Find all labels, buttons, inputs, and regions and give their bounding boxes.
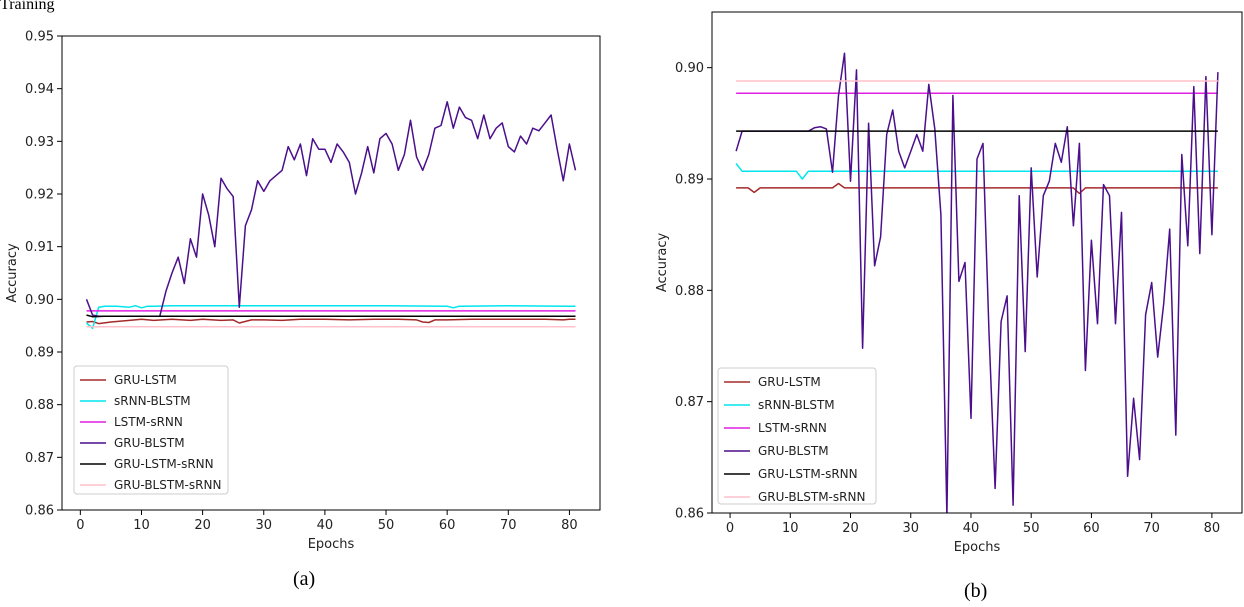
chart-b-xtick-label: 60 xyxy=(1083,521,1100,536)
chart-b-frame xyxy=(711,11,1243,514)
chart-b: 0 10 20 30 40 50 60 70 80 0.86 0.87 0.88 0.89 0.90 Epo… xyxy=(655,11,1243,555)
chart-a-ytick-label: 0.86 xyxy=(25,504,54,519)
chart-b-xtick-label: 10 xyxy=(782,521,799,536)
chart-b-xtick-label: 30 xyxy=(902,521,919,536)
chart-a-xtick-label: 60 xyxy=(439,518,456,533)
chart-b-ytick-label: 0.88 xyxy=(675,284,704,299)
chart-a-legend: GRU-LSTM sRNN-BLSTM LSTM-sRNN GRU-BLSTM GRU-… xyxy=(73,365,229,495)
chart-a-xtick-label: 70 xyxy=(500,518,517,533)
chart-b-xtick-label: 20 xyxy=(842,521,859,536)
chart-b-legend-label: GRU-BLSTM xyxy=(758,444,829,458)
chart-a-series-gru-blstm xyxy=(85,101,577,317)
chart-b-xtick-label: 80 xyxy=(1204,521,1221,536)
chart-b-xtick-label: 40 xyxy=(963,521,980,536)
chart-b-ytick-label: 0.89 xyxy=(675,173,704,188)
chart-a-series-srnn-blstm xyxy=(86,304,576,330)
chart-b-series-srnn-blstm xyxy=(735,162,1218,180)
chart-b-legend-label: sRNN-BLSTM xyxy=(758,398,835,412)
chart-a-ylabel: Accuracy xyxy=(5,243,20,303)
chart-b-series-gru-blstm xyxy=(735,52,1219,513)
chart-a-ytick-label: 0.87 xyxy=(25,451,54,466)
chart-a-legend-label: sRNN-BLSTM xyxy=(114,394,191,408)
chart-a-legend-label: GRU-LSTM xyxy=(114,373,177,387)
chart-a-xtick-label: 30 xyxy=(255,518,272,533)
chart-a-ytick-label: 0.95 xyxy=(25,30,54,45)
chart-b-series-group xyxy=(735,52,1219,513)
chart-a-xtick-label: 20 xyxy=(194,518,211,533)
chart-b-legend-label: GRU-LSTM-sRNN xyxy=(758,467,858,481)
chart-a-legend-box xyxy=(73,365,229,495)
figure-top-caption: Training xyxy=(0,0,55,13)
chart-b-ytick-label: 0.86 xyxy=(675,507,704,522)
chart-a-xtick-label: 80 xyxy=(561,518,578,533)
chart-b-legend-label: GRU-BLSTM-sRNN xyxy=(758,490,865,504)
chart-a-legend-label: GRU-LSTM-sRNN xyxy=(114,457,214,471)
chart-a-legend-label: GRU-BLSTM-sRNN xyxy=(114,478,221,492)
chart-a-xtick-label: 50 xyxy=(378,518,395,533)
chart-a-legend-label: GRU-BLSTM xyxy=(114,436,185,450)
chart-a-ytick-label: 0.92 xyxy=(25,188,54,203)
chart-a-ytick-label: 0.94 xyxy=(25,82,54,97)
chart-b-ytick-label: 0.87 xyxy=(675,395,704,410)
chart-b-xlabel: Epochs xyxy=(954,540,1001,555)
chart-a-series-gru-lstm xyxy=(86,318,576,325)
chart-a-ytick-label: 0.90 xyxy=(25,293,54,308)
chart-a-xtick-label: 40 xyxy=(317,518,334,533)
chart-a-ytick-label: 0.91 xyxy=(25,240,54,255)
chart-a-ytick-label: 0.89 xyxy=(25,346,54,361)
chart-a-frame xyxy=(61,35,601,511)
chart-a-series-group xyxy=(85,101,577,330)
chart-b-ylabel: Accuracy xyxy=(655,233,670,293)
chart-b-legend: GRU-LSTM sRNN-BLSTM LSTM-sRNN GRU-BLSTM GRU-… xyxy=(717,367,877,505)
chart-a-legend-label: LSTM-sRNN xyxy=(114,415,183,429)
chart-b-xtick-label: 0 xyxy=(726,521,734,536)
chart-b-xtick-label: 50 xyxy=(1023,521,1040,536)
chart-b-ytick-label: 0.90 xyxy=(675,61,704,76)
chart-b-legend-box xyxy=(717,367,877,505)
chart-b-series-gru-lstm xyxy=(736,182,1218,195)
chart-a-xlabel: Epochs xyxy=(308,537,355,552)
chart-b-xtick-label: 70 xyxy=(1143,521,1160,536)
chart-a-xtick-label: 0 xyxy=(76,518,84,533)
chart-a-ytick-label: 0.93 xyxy=(25,135,54,150)
chart-a: 0 10 20 30 40 50 60 70 80 0.86 0.87 0.88 0.89 0.90 0.9… xyxy=(5,30,601,552)
caption-b: (b) xyxy=(964,580,988,602)
caption-a: (a) xyxy=(293,568,316,590)
chart-b-legend-label: GRU-LSTM xyxy=(758,375,821,389)
chart-a-series-gru-lstm-srnn xyxy=(86,314,576,318)
chart-a-xtick-label: 10 xyxy=(133,518,150,533)
chart-b-legend-label: LSTM-sRNN xyxy=(758,421,827,435)
chart-a-ytick-label: 0.88 xyxy=(25,398,54,413)
